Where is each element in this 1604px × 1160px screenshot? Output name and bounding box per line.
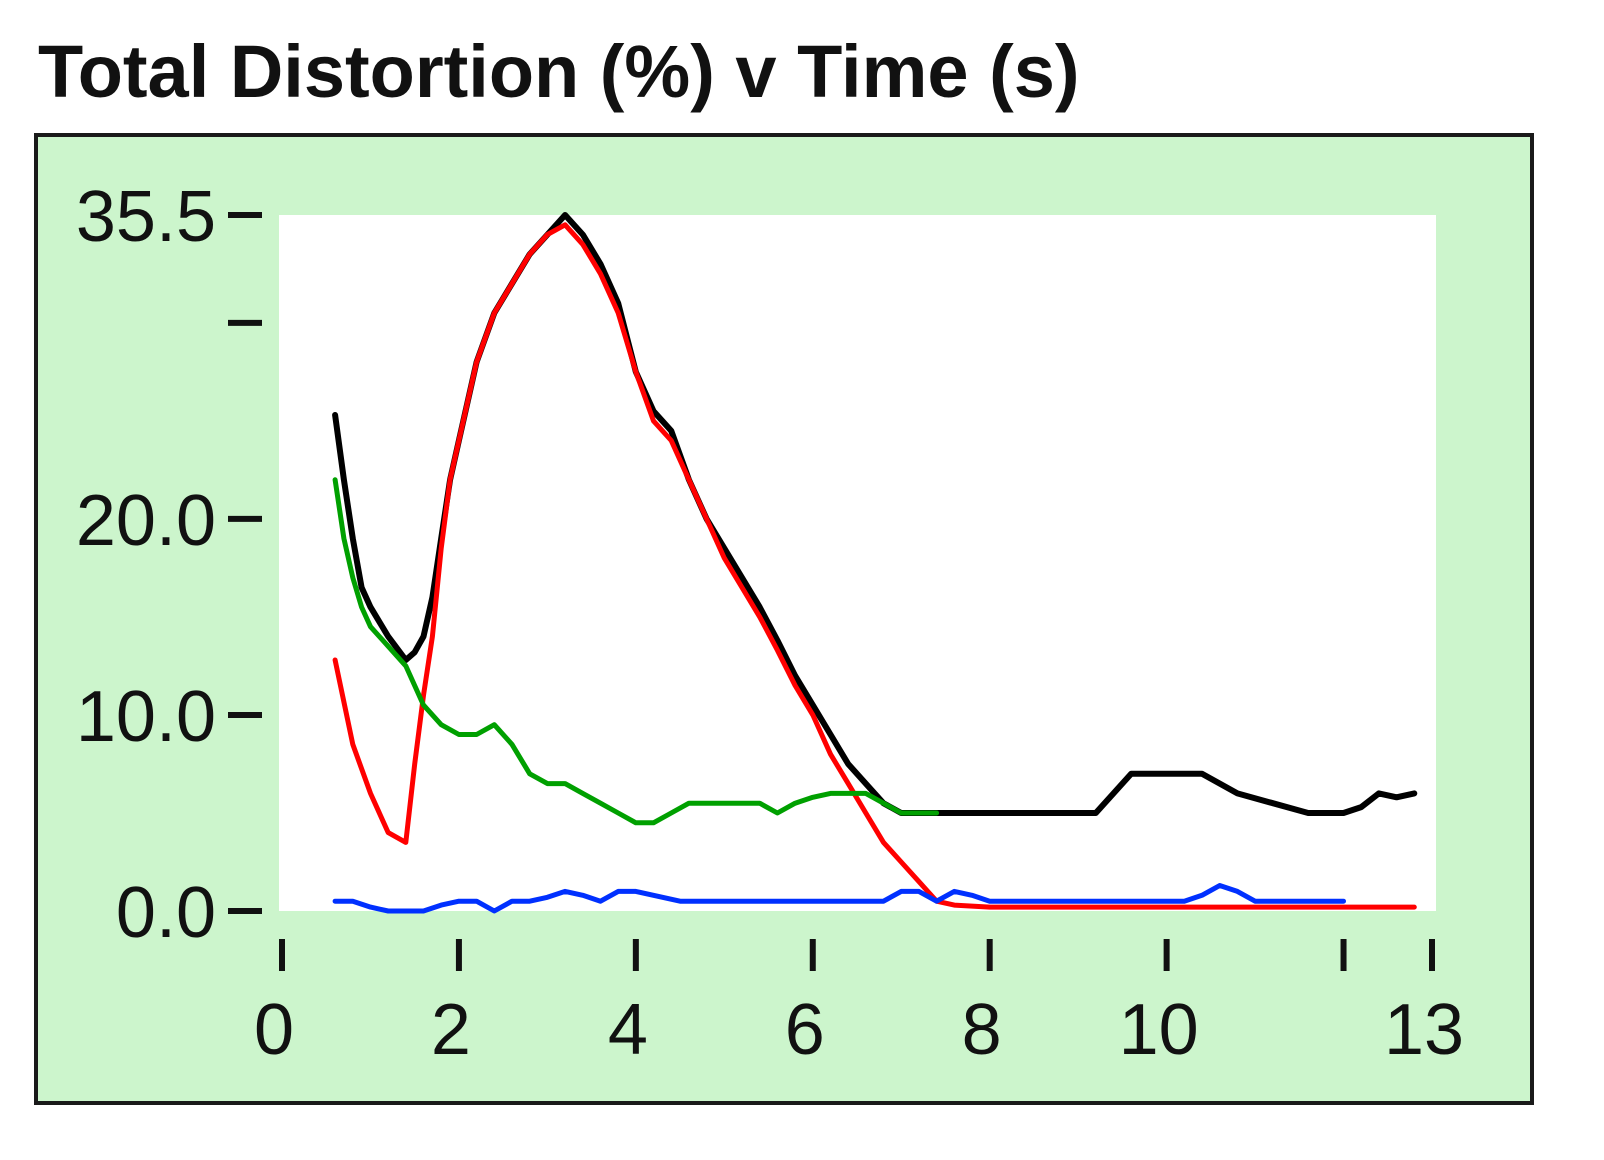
x-tick-label: 8 <box>962 990 1002 1070</box>
y-axis: 0.0 10.0 20.0 35.5 <box>76 177 262 953</box>
chart-title: Total Distortion (%) v Time (s) <box>38 30 1080 113</box>
x-tick-label: 0 <box>254 990 294 1070</box>
series-line-4 <box>332 883 1346 914</box>
series-line-2 <box>332 222 1417 910</box>
chart-panel: 0.0 10.0 20.0 35.5 0 2 4 6 8 10 13 <box>34 133 1534 1105</box>
y-tick-label: 35.5 <box>76 177 216 257</box>
x-tick-label: 13 <box>1384 990 1464 1070</box>
x-tick-label: 2 <box>431 990 471 1070</box>
plot-background <box>279 215 1436 911</box>
y-tick-label: 20.0 <box>76 481 216 561</box>
y-tick-label: 0.0 <box>116 873 216 953</box>
x-tick-label: 6 <box>785 990 825 1070</box>
series-line-1 <box>332 212 1418 816</box>
y-tick-label: 10.0 <box>76 677 216 757</box>
x-tick-label: 10 <box>1119 990 1199 1070</box>
x-axis: 0 2 4 6 8 10 13 <box>254 939 1464 1070</box>
series-line-3 <box>332 477 940 826</box>
x-tick-label: 4 <box>608 990 648 1070</box>
plot-area: 0.0 10.0 20.0 35.5 0 2 4 6 8 10 13 <box>38 137 1530 1101</box>
series-layer <box>332 212 1418 914</box>
